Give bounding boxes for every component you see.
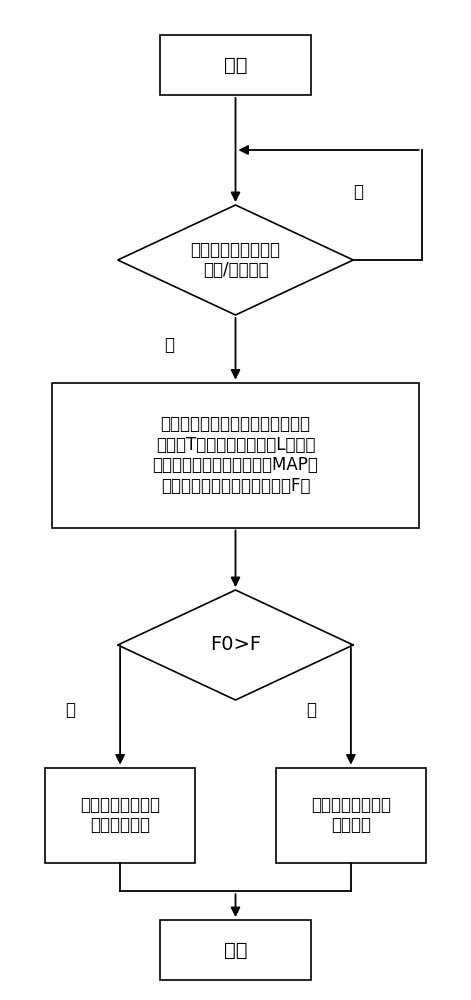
Text: 否: 否 (306, 701, 316, 719)
Bar (52, 382, 419, 527)
Text: 触发电机温度传感器
短路/断路故障: 触发电机温度传感器 短路/断路故障 (190, 241, 281, 279)
Polygon shape (118, 205, 353, 315)
Text: 电机按照整车需求
转矩执行: 电机按照整车需求 转矩执行 (311, 796, 391, 834)
Text: 开始: 开始 (224, 55, 247, 75)
Text: 否: 否 (353, 183, 363, 201)
Polygon shape (118, 590, 353, 700)
Bar (45, 768, 195, 862)
Bar (276, 768, 426, 862)
Text: F0>F: F0>F (210, 636, 261, 654)
Text: 根据电机控制器采集到的电机入水
口温度T、电机冷却水流量L进行线
性插值查最大坡行转矩数据MAP表
，得到此时电机最大坡行转矩F。: 根据电机控制器采集到的电机入水 口温度T、电机冷却水流量L进行线 性插值查最大坡… (153, 415, 318, 495)
Bar (160, 35, 311, 95)
Text: 结束: 结束 (224, 940, 247, 960)
Bar (160, 920, 311, 980)
Text: 电机按照电机最大
坡行转矩执行: 电机按照电机最大 坡行转矩执行 (80, 796, 160, 834)
Text: 是: 是 (65, 701, 76, 719)
Text: 是: 是 (164, 336, 175, 354)
